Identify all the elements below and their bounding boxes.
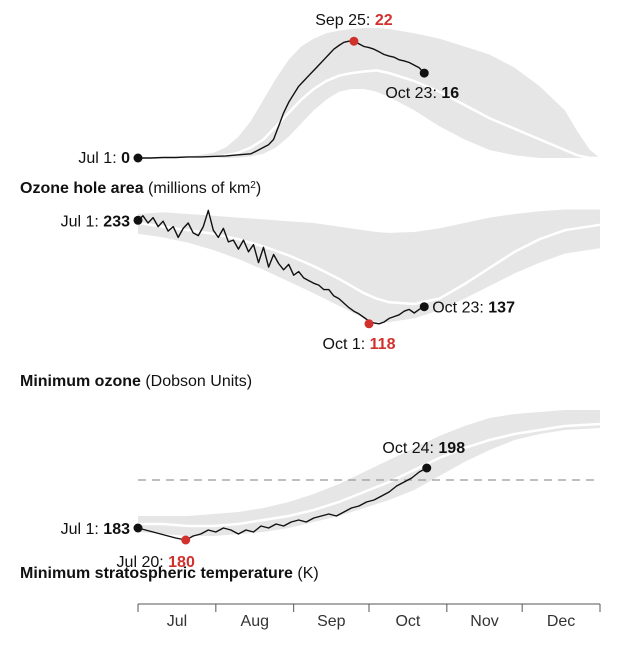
panel-minimum-temperature: Jul 1: 183 Jul 20: 180 Oct 24: 198 [61,410,601,571]
annotation-label: Jul 1: 0 [78,150,130,167]
annotation-date: Sep 25: [315,12,375,29]
annotation-label: Oct 23: 137 [432,300,515,317]
annotation-value: 118 [370,336,396,353]
annotation-label: Oct 23: 16 [385,85,459,102]
annotation-dot [364,319,374,329]
month-label: Dec [547,613,575,630]
historical-range-band [138,28,600,158]
annotation-label: Sep 25: 22 [315,12,393,29]
annotation-dot [133,523,143,533]
current-year-line [137,209,425,325]
annotation-date: Oct 23: [385,85,441,102]
annotation-dot [422,463,432,473]
annotation-value: 198 [438,440,465,457]
annotation-date: Oct 24: [382,440,438,457]
annotation-dot [133,153,143,163]
historical-range-band [138,410,600,536]
panel-minimum-ozone: Jul 1: 233 Oct 1: 118 Oct 23: 137 [61,209,601,353]
annotation-label: Jul 1: 183 [61,521,130,538]
historical-mean-line [138,422,601,528]
title-ozone-hole-area: Ozone hole area (millions of km2) [20,180,261,198]
annotation-label: Jul 20: 180 [117,554,195,571]
historical-mean-line [138,69,600,160]
month-label: Aug [241,613,269,630]
month-axis: Jul Aug Sep Oct Nov Dec [137,603,601,630]
annotation-label: Oct 24: 198 [382,440,465,457]
annotation-value: 22 [375,12,393,29]
annotation-date: Jul 1: [61,521,104,538]
annotation-dot [419,302,429,312]
annotation-date: Jul 20: [117,554,169,571]
annotation-value: 180 [168,554,195,571]
month-label: Oct [395,613,420,630]
historical-range-band [138,209,600,322]
annotation-value: 137 [488,300,515,317]
annotation-date: Oct 1: [323,336,370,353]
annotation-dot [349,36,359,46]
historical-mean-line [137,221,601,306]
annotation-label: Oct 1: 118 [323,336,396,353]
annotation-date: Oct 23: [432,300,488,317]
annotation-date: Jul 1: [61,213,104,230]
annotation-value: 16 [441,85,459,102]
title-minimum-temperature: Minimum stratospheric temperature (K) [20,565,319,582]
month-label: Sep [317,613,346,630]
annotation-value: 0 [121,150,130,167]
annotation-value: 183 [103,521,130,538]
annotation-date: Jul 1: [78,150,121,167]
annotation-value: 233 [103,213,130,230]
annotation-dot [133,215,143,225]
month-label: Nov [470,613,498,630]
month-label: Jul [167,613,187,630]
annotation-label: Jul 1: 233 [61,213,130,230]
current-year-line [138,40,425,159]
annotation-dot [181,535,191,545]
title-minimum-ozone: Minimum ozone (Dobson Units) [20,373,252,390]
panel-ozone-hole-area: Jul 1: 0 Sep 25: 22 Oct 23: 16 [78,12,600,167]
annotation-dot [419,68,429,78]
